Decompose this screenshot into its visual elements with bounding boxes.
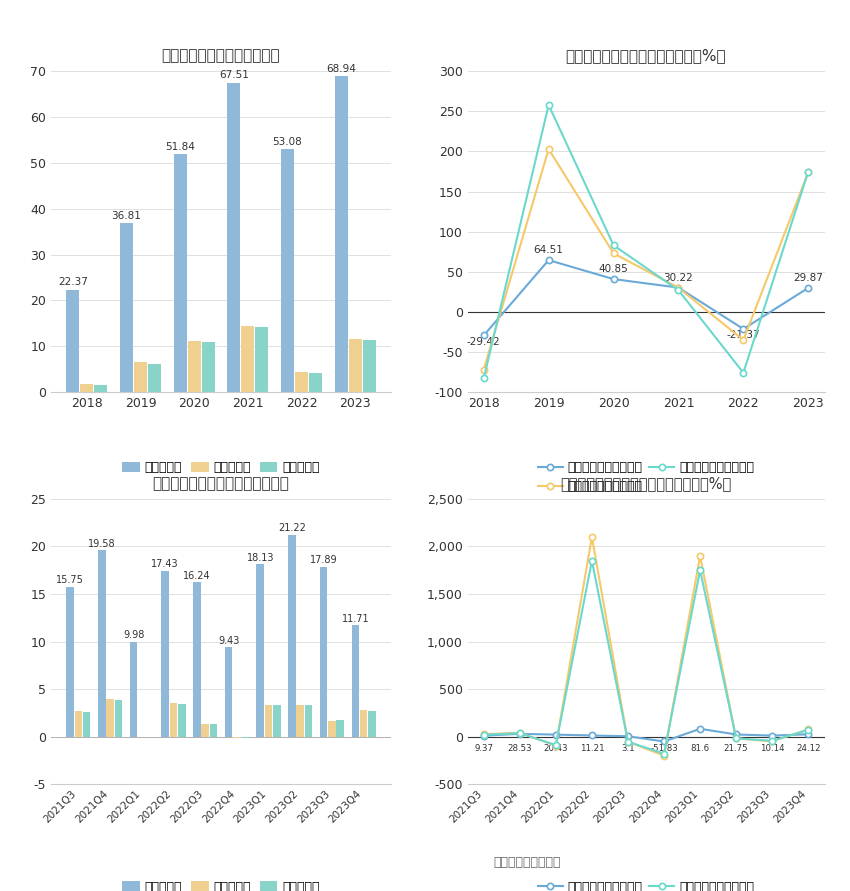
Bar	[148, 364, 161, 392]
Bar	[98, 551, 105, 737]
Bar	[75, 711, 82, 737]
Bar	[363, 340, 376, 392]
Bar	[130, 642, 138, 737]
Title: 历年营收、净利情况（亿元）: 历年营收、净利情况（亿元）	[162, 48, 280, 63]
Bar	[352, 625, 359, 737]
Bar	[257, 564, 264, 737]
Text: 40.85: 40.85	[598, 265, 628, 274]
Text: 19.58: 19.58	[88, 539, 116, 549]
Text: 81.6: 81.6	[690, 744, 710, 753]
Bar	[188, 340, 201, 392]
Text: 15.75: 15.75	[56, 576, 84, 585]
Legend: 营业总收入同比增长率, 归母净利润同比增长率, 扣非净利润同比增长率: 营业总收入同比增长率, 归母净利润同比增长率, 扣非净利润同比增长率	[533, 876, 759, 891]
Bar	[210, 724, 218, 737]
Bar	[304, 705, 312, 737]
Text: 67.51: 67.51	[219, 70, 249, 80]
Bar	[241, 325, 254, 392]
Legend: 营业总收入, 归母净利润, 扣非净利润: 营业总收入, 归母净利润, 扣非净利润	[117, 876, 325, 891]
Bar	[162, 571, 169, 737]
Text: 68.94: 68.94	[326, 64, 356, 74]
Bar	[106, 699, 114, 737]
Text: 64.51: 64.51	[534, 245, 564, 256]
Bar	[193, 582, 201, 737]
Text: 22.37: 22.37	[58, 277, 88, 287]
Bar	[295, 372, 308, 392]
Text: 28.53: 28.53	[507, 744, 532, 753]
Bar	[348, 339, 361, 392]
Bar	[264, 705, 272, 737]
Text: -29.42: -29.42	[467, 337, 501, 347]
Title: 历年营收、净利同比增长率情况（%）: 历年营收、净利同比增长率情况（%）	[566, 48, 726, 63]
Title: 营收、净利同比增长率季度变动情况（%）: 营收、净利同比增长率季度变动情况（%）	[560, 476, 732, 491]
Text: 21.22: 21.22	[278, 523, 306, 534]
Bar	[120, 224, 133, 392]
Text: 29.87: 29.87	[793, 273, 823, 283]
Bar	[281, 149, 294, 392]
Bar	[288, 535, 296, 737]
Text: 数据来源：恒生聚源: 数据来源：恒生聚源	[493, 855, 561, 869]
Bar	[115, 700, 122, 737]
Bar	[335, 76, 348, 392]
Text: 16.24: 16.24	[183, 571, 211, 581]
Text: 10.14: 10.14	[760, 744, 785, 753]
Legend: 营业总收入, 归母净利润, 扣非净利润: 营业总收入, 归母净利润, 扣非净利润	[117, 456, 325, 479]
Text: 17.89: 17.89	[309, 555, 337, 565]
Bar	[66, 587, 74, 737]
Title: 营收、净利季度变动情况（亿元）: 营收、净利季度变动情况（亿元）	[152, 476, 290, 491]
Text: 9.43: 9.43	[218, 635, 240, 645]
Text: 9.98: 9.98	[123, 630, 144, 641]
Text: 30.22: 30.22	[664, 273, 694, 282]
Text: 18.13: 18.13	[246, 552, 274, 563]
Bar	[178, 704, 185, 737]
Bar	[201, 724, 209, 737]
Text: 53.08: 53.08	[273, 136, 303, 146]
Bar	[360, 710, 367, 737]
Text: 21.75: 21.75	[724, 744, 749, 753]
Text: -51.83: -51.83	[650, 744, 678, 753]
Bar	[94, 385, 107, 392]
Bar	[273, 705, 281, 737]
Bar	[368, 711, 376, 737]
Text: 51.84: 51.84	[165, 143, 196, 152]
Text: 11.71: 11.71	[342, 614, 369, 624]
Bar	[173, 154, 187, 392]
Text: 17.43: 17.43	[151, 560, 179, 569]
Bar	[255, 327, 269, 392]
Bar	[170, 703, 178, 737]
Bar	[66, 290, 79, 392]
Bar	[233, 737, 241, 739]
Text: 36.81: 36.81	[111, 211, 141, 221]
Bar	[328, 722, 336, 737]
Bar	[309, 373, 322, 392]
Text: -21.37: -21.37	[727, 331, 760, 340]
Legend: 营业总收入同比增长率, 归母净利润同比增长率, 扣非净利润同比增长率: 营业总收入同比增长率, 归母净利润同比增长率, 扣非净利润同比增长率	[533, 456, 759, 498]
Text: 20.43: 20.43	[543, 744, 568, 753]
Text: 9.37: 9.37	[474, 744, 493, 753]
Bar	[81, 384, 94, 392]
Bar	[228, 83, 241, 392]
Bar	[201, 341, 214, 392]
Bar	[320, 567, 327, 737]
Bar	[337, 721, 344, 737]
Text: 11.21: 11.21	[580, 744, 604, 753]
Text: 3.1: 3.1	[621, 744, 635, 753]
Bar	[134, 363, 147, 392]
Bar	[297, 705, 304, 737]
Bar	[83, 712, 90, 737]
Text: 24.12: 24.12	[796, 744, 820, 753]
Bar	[224, 647, 232, 737]
Bar	[241, 737, 249, 738]
